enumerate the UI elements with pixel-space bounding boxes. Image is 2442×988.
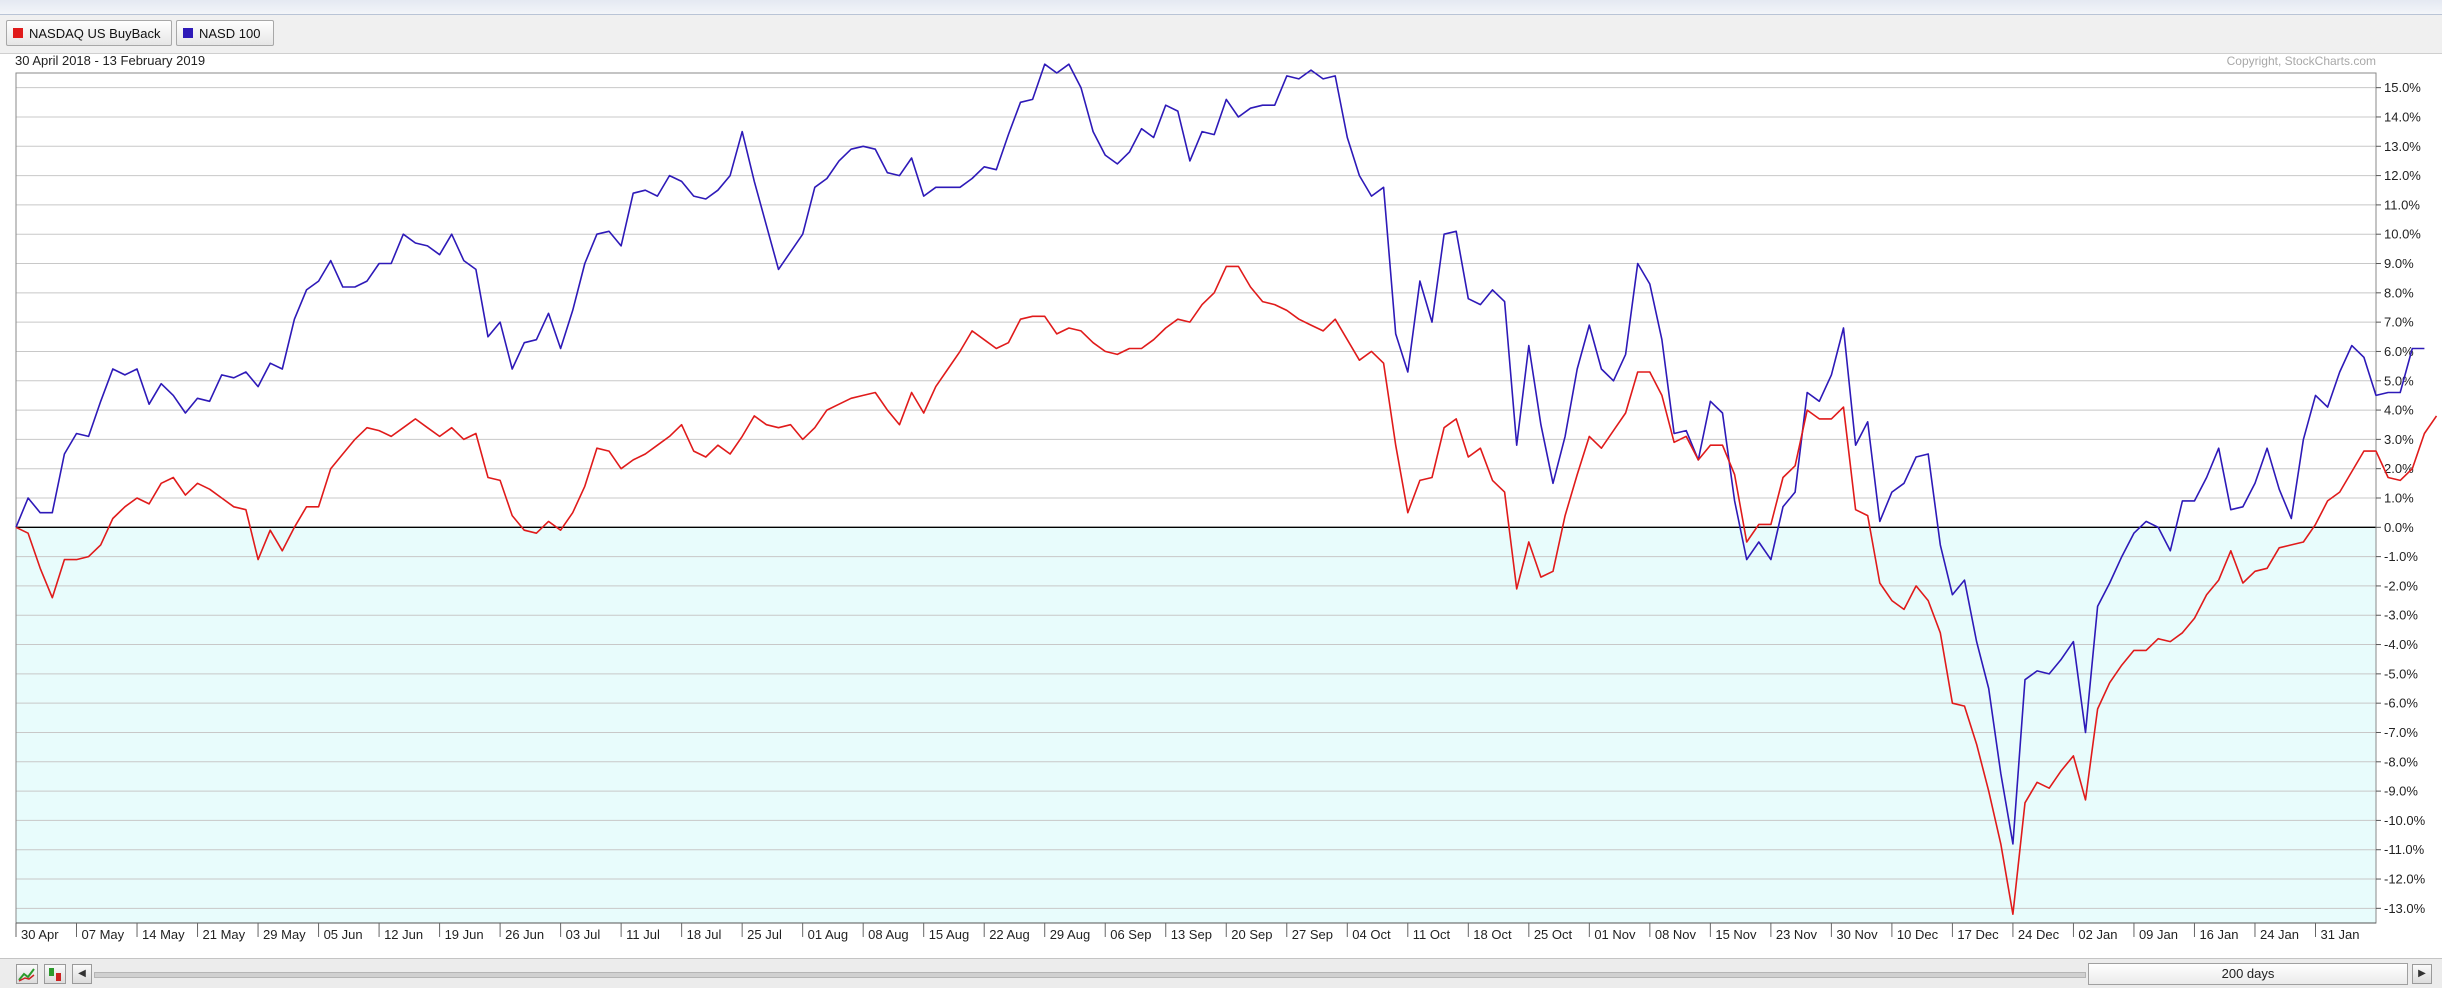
x-tick-label: 18 Jul xyxy=(687,927,722,942)
plot-background-above-zero xyxy=(16,73,2376,528)
x-tick-label: 18 Oct xyxy=(1473,927,1512,942)
legend-label: NASDAQ US BuyBack xyxy=(29,25,161,41)
series-line-nasd-100 xyxy=(15,63,2425,845)
x-tick-label: 25 Jul xyxy=(747,927,782,942)
line-chart-icon[interactable] xyxy=(16,964,38,984)
y-tick-label: -7.0% xyxy=(2384,725,2418,740)
x-tick-label: 22 Aug xyxy=(989,927,1029,942)
y-tick-label: -4.0% xyxy=(2384,637,2418,652)
y-tick-label: 3.0% xyxy=(2384,432,2414,447)
x-tick-label: 30 Apr xyxy=(21,927,59,942)
x-tick-label: 24 Dec xyxy=(2018,927,2060,942)
x-tick-label: 08 Nov xyxy=(1655,927,1697,942)
y-axis: 15.0% 14.0% 13.0% 12.0% 11.0% 10.0% 9.0% 8.0% 7.… xyxy=(2376,80,2426,916)
range-selector[interactable]: 200 days xyxy=(2088,963,2408,985)
x-tick-label: 24 Jan xyxy=(2260,927,2299,942)
x-tick-label: 30 Nov xyxy=(1836,927,1878,942)
y-tick-label: 5.0% xyxy=(2384,373,2414,388)
y-tick-label: 14.0% xyxy=(2384,109,2421,124)
y-tick-label: -3.0% xyxy=(2384,608,2418,623)
y-tick-label: 0.0% xyxy=(2384,520,2414,535)
y-tick-label: -1.0% xyxy=(2384,549,2418,564)
x-tick-label: 11 Oct xyxy=(1413,927,1451,942)
x-tick-label: 17 Dec xyxy=(1957,927,1999,942)
y-tick-label: -9.0% xyxy=(2384,784,2418,799)
x-tick-label: 05 Jun xyxy=(324,927,363,942)
y-tick-label: -10.0% xyxy=(2384,813,2426,828)
legend-toolbar: NASDAQ US BuyBack NASD 100 xyxy=(0,15,2442,54)
y-tick-label: 8.0% xyxy=(2384,285,2414,300)
window-top-strip xyxy=(0,0,2442,15)
x-tick-label: 23 Nov xyxy=(1776,927,1818,942)
x-tick-label: 15 Nov xyxy=(1715,927,1757,942)
y-tick-label: 12.0% xyxy=(2384,168,2421,183)
x-tick-label: 09 Jan xyxy=(2139,927,2178,942)
candlestick-icon[interactable] xyxy=(44,964,66,984)
x-tick-label: 16 Jan xyxy=(2199,927,2238,942)
y-tick-label: 9.0% xyxy=(2384,256,2414,271)
performance-chart: 15.0% 14.0% 13.0% 12.0% 11.0% 10.0% 9.0% 8.0% 7.… xyxy=(15,53,2438,942)
x-tick-label: 19 Jun xyxy=(445,927,484,942)
bottom-toolbar: ◀ 200 days ▶ xyxy=(0,958,2442,988)
x-tick-label: 12 Jun xyxy=(384,927,423,942)
x-tick-label: 21 May xyxy=(203,927,246,942)
legend-label: NASD 100 xyxy=(199,25,261,41)
y-tick-label: 15.0% xyxy=(2384,80,2421,95)
y-tick-label: 1.0% xyxy=(2384,491,2414,506)
x-tick-label: 27 Sep xyxy=(1292,927,1333,942)
y-tick-label: 4.0% xyxy=(2384,403,2414,418)
y-tick-label: -12.0% xyxy=(2384,872,2426,887)
x-tick-label: 29 May xyxy=(263,927,306,942)
x-tick-label: 08 Aug xyxy=(868,927,909,942)
y-tick-label: 6.0% xyxy=(2384,344,2414,359)
y-tick-label: -5.0% xyxy=(2384,666,2418,681)
x-tick-label: 02 Jan xyxy=(2078,927,2117,942)
y-tick-label: 13.0% xyxy=(2384,139,2421,154)
legend-item-nasd-100[interactable]: NASD 100 xyxy=(176,20,274,46)
y-tick-label: 2.0% xyxy=(2384,461,2414,476)
x-axis: 30 Apr 07 May 14 May 21 May 29 May 05 Jun 12 J… xyxy=(15,922,2376,942)
x-tick-label: 20 Sep xyxy=(1231,927,1272,942)
y-tick-label: -11.0% xyxy=(2384,842,2425,857)
x-tick-label: 13 Sep xyxy=(1171,927,1212,942)
x-tick-label: 10 Dec xyxy=(1897,927,1939,942)
gridlines xyxy=(16,87,2376,909)
x-tick-label: 26 Jun xyxy=(505,927,544,942)
x-tick-label: 04 Oct xyxy=(1352,927,1391,942)
scroll-right-button[interactable]: ▶ xyxy=(2412,964,2432,984)
x-tick-label: 11 Jul xyxy=(626,927,660,942)
x-tick-label: 25 Oct xyxy=(1534,927,1573,942)
legend-swatch-blue xyxy=(183,28,193,38)
x-tick-label: 31 Jan xyxy=(2320,927,2359,942)
x-tick-label: 07 May xyxy=(82,927,125,942)
x-tick-label: 15 Aug xyxy=(929,927,970,942)
x-tick-label: 03 Jul xyxy=(566,927,601,942)
series-line-nasdaq-us-buyback xyxy=(15,265,2438,916)
y-tick-label: 10.0% xyxy=(2384,227,2421,242)
y-tick-label: -2.0% xyxy=(2384,578,2418,593)
copyright-label: Copyright, StockCharts.com xyxy=(2227,54,2376,68)
y-tick-label: 11.0% xyxy=(2384,197,2420,212)
x-tick-label: 06 Sep xyxy=(1110,927,1151,942)
x-tick-label: 01 Aug xyxy=(808,927,849,942)
y-tick-label: -13.0% xyxy=(2384,901,2426,916)
x-tick-label: 14 May xyxy=(142,927,185,942)
x-tick-label: 01 Nov xyxy=(1594,927,1636,942)
plot-background-below-zero xyxy=(16,527,2376,923)
legend-item-nasdaq-buyback[interactable]: NASDAQ US BuyBack xyxy=(6,20,172,46)
scroll-left-button[interactable]: ◀ xyxy=(72,964,92,984)
legend-swatch-red xyxy=(13,28,23,38)
y-tick-label: -6.0% xyxy=(2384,696,2418,711)
series-lines xyxy=(15,63,2438,916)
x-tick-label: 29 Aug xyxy=(1050,927,1091,942)
date-range-label: 30 April 2018 - 13 February 2019 xyxy=(15,53,205,68)
y-tick-label: -8.0% xyxy=(2384,754,2418,769)
y-tick-label: 7.0% xyxy=(2384,315,2414,330)
scroll-track[interactable] xyxy=(94,972,2086,978)
